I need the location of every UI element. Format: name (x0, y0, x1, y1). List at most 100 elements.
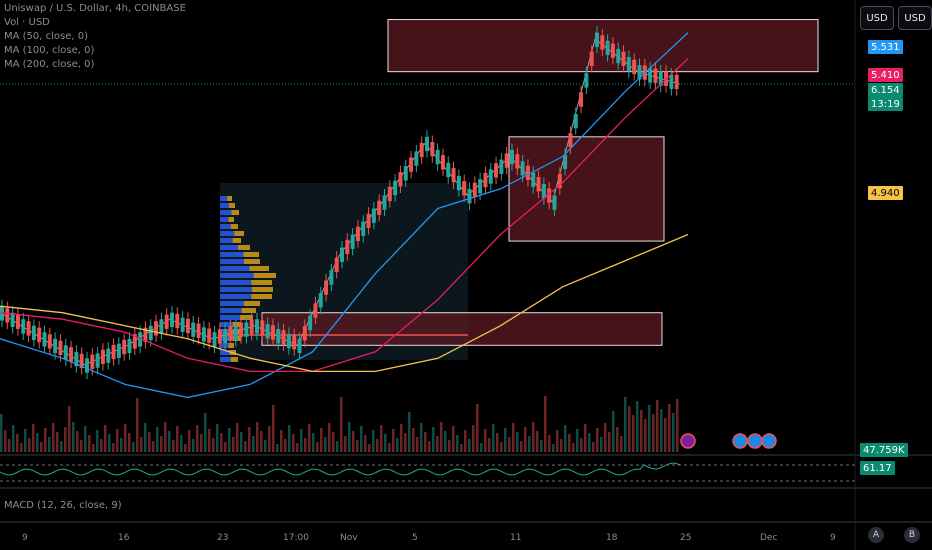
candle-body-68 (361, 221, 366, 236)
candle-body-22 (116, 343, 121, 359)
volume-bar-141 (564, 425, 567, 452)
profile-bar-sell-4 (230, 224, 238, 229)
volume-bar-120 (480, 443, 483, 452)
candle-body-25 (132, 334, 137, 349)
volume-bar-44 (176, 426, 179, 452)
candle-body-21 (111, 344, 116, 360)
candle-body-57 (302, 326, 307, 341)
volume-bar-116 (464, 430, 467, 452)
candle-body-35 (185, 318, 190, 334)
volume-bar-87 (348, 422, 351, 452)
profile-bar-buy-16 (220, 308, 242, 313)
macd-legend: MACD (12, 26, close, 9) (4, 500, 122, 511)
volume-bar-79 (316, 442, 319, 452)
volume-bar-19 (76, 431, 79, 452)
profile-bar-buy-10 (220, 266, 250, 271)
volume-bar-37 (148, 432, 151, 452)
volume-bar-38 (152, 441, 155, 452)
volume-bar-112 (448, 440, 451, 452)
time-axis-label: 23 (217, 533, 228, 543)
candle-body-49 (260, 320, 265, 335)
volume-bar-47 (188, 430, 191, 452)
volume-bar-156 (624, 397, 627, 452)
time-axis-label: 11 (510, 533, 521, 543)
candle-body-99 (525, 165, 530, 180)
volume-bar-9 (36, 433, 39, 452)
profile-bar-buy-7 (220, 245, 238, 250)
volume-bar-94 (376, 439, 379, 452)
profile-bar-buy-15 (220, 301, 244, 306)
volume-bar-59 (236, 423, 239, 452)
candle-body-106 (563, 154, 568, 170)
candle-body-65 (345, 239, 350, 255)
candle-body-7 (37, 327, 42, 343)
candle-body-44 (233, 325, 238, 341)
candle-body-46 (244, 322, 249, 337)
currency-button-2[interactable]: USD (898, 6, 932, 30)
flag-icon-2 (747, 433, 763, 449)
profile-bar-sell-10 (249, 266, 269, 271)
candle-body-96 (510, 149, 514, 165)
volume-bar-148 (592, 442, 595, 452)
volume-bar-45 (180, 435, 183, 452)
profile-bar-buy-13 (220, 287, 252, 292)
auto-scale-button[interactable]: A (868, 527, 884, 543)
candle-body-70 (371, 208, 376, 223)
profile-bar-sell-21 (228, 343, 234, 348)
candle-body-19 (100, 349, 105, 365)
volume-bar-106 (424, 432, 427, 452)
candle-body-10 (53, 338, 58, 354)
profile-bar-buy-0 (220, 196, 228, 201)
volume-bar-107 (428, 441, 431, 452)
volume-bar-36 (144, 423, 147, 452)
time-axis-label: 9 (830, 533, 836, 543)
volume-bar-0 (0, 414, 3, 452)
candle-body-72 (382, 195, 387, 210)
volume-bar-151 (604, 423, 607, 452)
volume-bar-127 (508, 437, 511, 452)
candle-body-32 (170, 312, 174, 328)
volume-bar-28 (112, 443, 115, 452)
volume-bar-131 (524, 427, 527, 452)
candle-body-103 (547, 188, 552, 203)
candle-body-16 (85, 358, 89, 373)
candle-body-48 (255, 319, 259, 334)
volume-bar-165 (660, 409, 663, 452)
candle-body-81 (430, 142, 435, 157)
candle-body-89 (472, 182, 477, 198)
candle-body-98 (520, 161, 525, 176)
profile-bar-sell-14 (251, 294, 272, 299)
volume-bar-12 (48, 437, 51, 452)
candle-body-122 (648, 68, 653, 83)
candle-body-31 (164, 314, 169, 330)
ma-red-price-tag: 5.410 (868, 68, 903, 82)
volume-bar-49 (196, 425, 199, 452)
volume-bar-11 (44, 428, 47, 452)
candle-body-111 (589, 51, 594, 66)
profile-bar-buy-2 (220, 210, 232, 215)
volume-bar-40 (160, 436, 163, 452)
profile-bar-buy-8 (220, 252, 244, 257)
candle-body-107 (568, 133, 573, 148)
candle-body-51 (270, 325, 275, 340)
volume-bar-96 (384, 434, 387, 452)
profile-bar-buy-11 (220, 273, 254, 278)
volume-bar-92 (368, 444, 371, 452)
volume-bar-23 (92, 444, 95, 452)
volume-bar-29 (116, 429, 119, 452)
candle-body-56 (297, 338, 302, 354)
volume-bar-74 (296, 443, 299, 452)
log-scale-button[interactable]: B (904, 527, 920, 543)
volume-bar-146 (584, 424, 587, 452)
currency-button-1[interactable]: USD (860, 6, 894, 30)
candle-body-5 (26, 321, 31, 336)
volume-bar-16 (64, 427, 67, 452)
time-axis-label: Dec (760, 533, 777, 543)
volume-bar-93 (372, 430, 375, 452)
volume-bar-100 (400, 424, 403, 452)
volume-bar-117 (468, 439, 471, 452)
volume-bar-130 (520, 441, 523, 452)
volume-bar-98 (392, 429, 395, 452)
volume-bar-101 (404, 433, 407, 452)
